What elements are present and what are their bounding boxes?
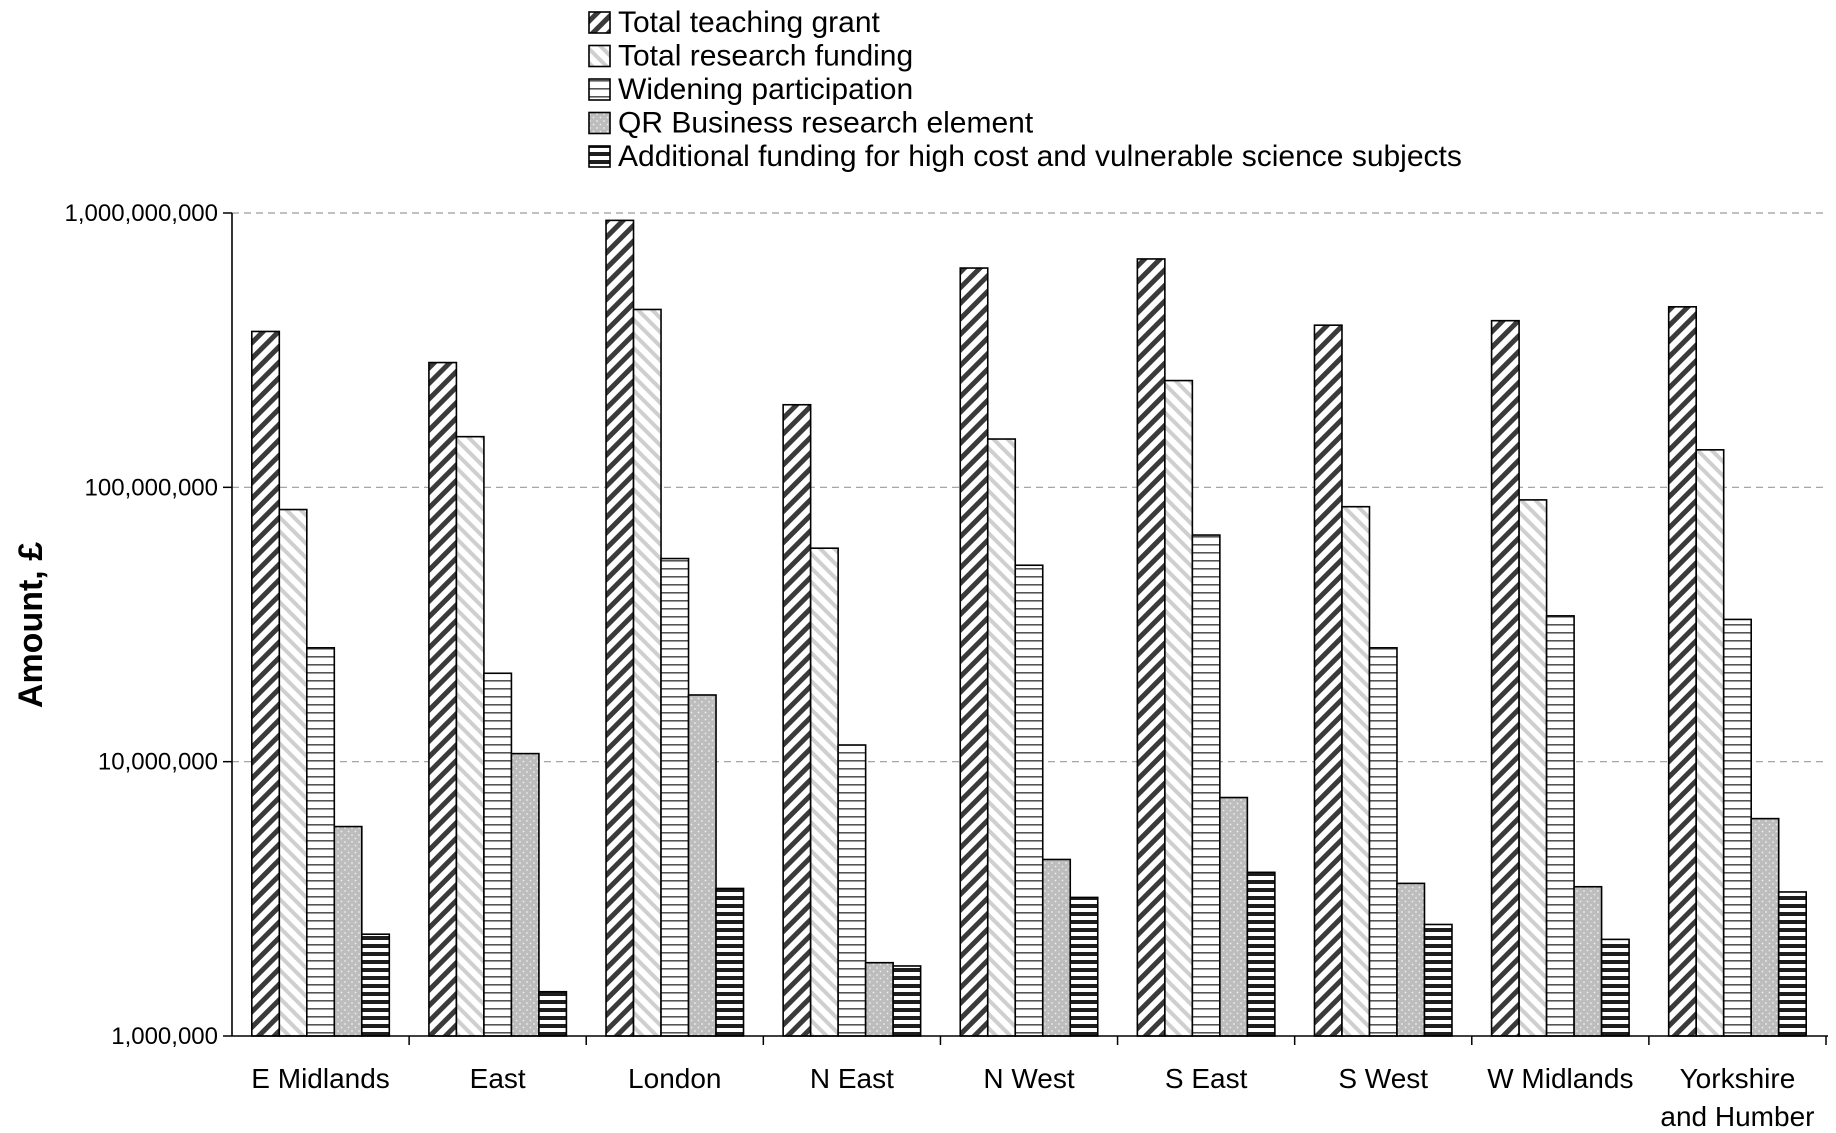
bar <box>428 361 458 1037</box>
y-tick-label: 1,000,000,000 <box>65 200 218 227</box>
bar <box>251 330 281 1037</box>
bar <box>1573 885 1603 1037</box>
bar <box>1722 618 1752 1037</box>
bar <box>1490 319 1520 1037</box>
bar <box>1777 891 1807 1037</box>
bar <box>1219 796 1249 1037</box>
bar <box>959 267 989 1037</box>
axes: 1,000,000 10,000,000 100,000,000 1,000,000,… <box>65 200 1828 1132</box>
category-label: E Midlands <box>251 1063 390 1094</box>
bar <box>333 825 363 1037</box>
y-axis-title: Amount, £ <box>12 542 50 708</box>
bar <box>809 547 839 1037</box>
category-label: S East <box>1165 1063 1248 1094</box>
bar <box>1368 647 1398 1037</box>
bar <box>660 557 690 1037</box>
bar <box>1191 534 1221 1037</box>
bar <box>361 933 391 1037</box>
bars <box>251 219 1807 1037</box>
bar <box>1313 324 1343 1037</box>
bar <box>1164 379 1194 1037</box>
legend-swatch <box>588 44 611 68</box>
bar <box>1136 258 1166 1037</box>
category-label: London <box>628 1063 721 1094</box>
bar <box>864 961 894 1037</box>
category-label: N East <box>810 1063 894 1094</box>
category-label: East <box>470 1063 526 1094</box>
legend-swatch <box>588 78 611 101</box>
bar <box>1341 505 1371 1037</box>
bar <box>1518 499 1548 1037</box>
y-tick-label: 100,000,000 <box>85 474 218 501</box>
category-label: W Midlands <box>1487 1063 1633 1094</box>
category-label: N West <box>983 1063 1074 1094</box>
bar <box>632 308 662 1037</box>
bar <box>538 990 568 1037</box>
y-tick-label: 10,000,000 <box>98 749 218 776</box>
bar <box>483 672 513 1037</box>
y-tick-label: 1,000,000 <box>111 1023 218 1050</box>
bar <box>986 438 1017 1037</box>
legend-label: Total research funding <box>618 40 913 73</box>
category-label: Yorkshire <box>1680 1063 1796 1094</box>
bar <box>1014 564 1044 1037</box>
bar <box>1600 938 1630 1037</box>
legend-label: Additional funding for high cost and vul… <box>618 140 1462 173</box>
bar <box>1667 306 1697 1037</box>
bar <box>782 403 812 1037</box>
legend-swatch <box>588 111 611 135</box>
bar <box>1041 858 1072 1037</box>
bar <box>278 508 308 1037</box>
legend-label: Total teaching grant <box>618 6 881 39</box>
legend-label: Widening participation <box>618 73 913 106</box>
category-label: S West <box>1338 1063 1428 1094</box>
bar <box>306 647 336 1037</box>
bar <box>510 752 540 1037</box>
bar <box>1246 871 1276 1037</box>
bar <box>1695 449 1725 1037</box>
bar <box>1750 817 1780 1037</box>
bar <box>455 435 485 1037</box>
category-label: and Humber <box>1660 1101 1814 1132</box>
bar <box>892 965 922 1037</box>
bar <box>1069 896 1099 1037</box>
bar <box>715 887 745 1037</box>
bar <box>1545 615 1575 1037</box>
legend-swatch <box>588 145 611 168</box>
legend-label: QR Business research element <box>618 107 1034 140</box>
bar <box>687 694 717 1037</box>
bar <box>1396 882 1426 1037</box>
bar <box>837 744 867 1037</box>
bar <box>1423 923 1453 1037</box>
legend-swatch <box>588 11 611 34</box>
bar <box>605 219 635 1037</box>
